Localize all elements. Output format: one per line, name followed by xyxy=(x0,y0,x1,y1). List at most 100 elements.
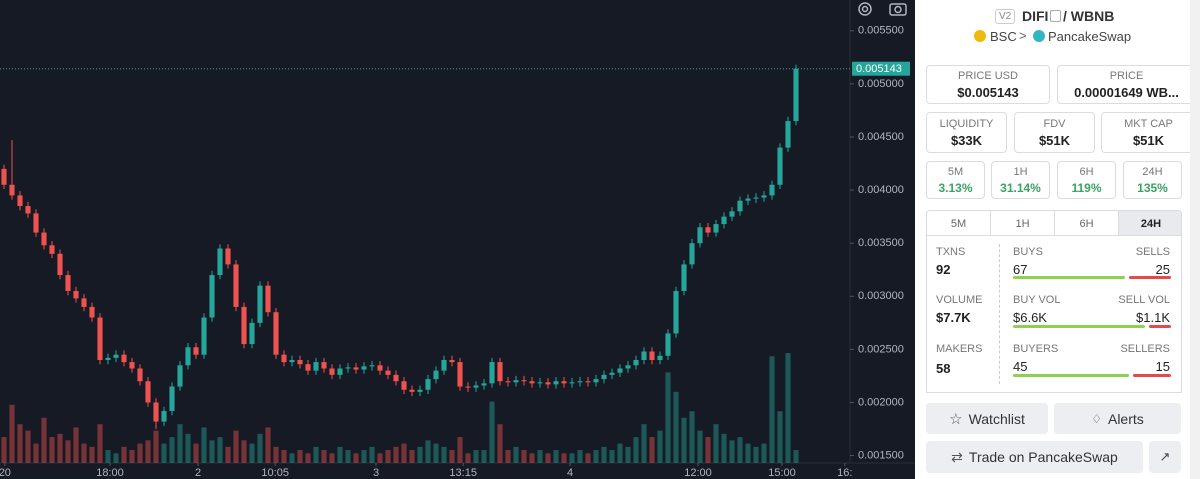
activity-box: TXNS 92 VOLUME $7.7K MAKERS 58 BUYS SELL… xyxy=(926,236,1182,393)
candle-body xyxy=(529,381,535,384)
volume-bar xyxy=(689,411,695,463)
copy-icon[interactable] xyxy=(1050,10,1061,22)
change-card: 5M 3.13% xyxy=(926,161,985,199)
candle-body xyxy=(81,298,87,307)
candle-body xyxy=(313,362,319,371)
price-chart: 0.005143 0.001500 0.002000 0.002500 0.00300… xyxy=(0,0,915,479)
stat-value: $51K xyxy=(1132,133,1165,148)
price-card: PRICE 0.00001649 WB... xyxy=(1057,65,1196,104)
volume-bar xyxy=(225,446,231,463)
volume-bar xyxy=(561,453,567,463)
trade-button[interactable]: ⇄ Trade on PancakeSwap xyxy=(926,441,1143,473)
buy-vol-title: BUY VOL xyxy=(1013,294,1061,306)
last-price-label: 0.005143 xyxy=(856,63,902,75)
change-card: 6H 119% xyxy=(1057,161,1116,199)
candle-body xyxy=(441,359,447,371)
pair-panel: V2 DIFI / WBNB BSC > PancakeSwap PRICE U… xyxy=(915,0,1200,479)
candle-body xyxy=(177,365,183,387)
stat-title: FDV xyxy=(1043,118,1066,130)
volume-bar xyxy=(305,453,311,463)
candle-body xyxy=(121,354,127,363)
candle-body xyxy=(785,121,791,148)
stat-title: PRICE USD xyxy=(958,70,1018,82)
candle-body xyxy=(329,368,335,375)
candle-body xyxy=(577,381,583,383)
volume-bar xyxy=(241,440,247,463)
volume-bar xyxy=(169,437,175,463)
volume-bar xyxy=(329,453,335,463)
volume-bar xyxy=(585,453,591,463)
version-badge: V2 xyxy=(995,9,1016,24)
candle-body xyxy=(457,362,463,387)
change-title: 1H xyxy=(1013,166,1028,178)
candle-body xyxy=(41,232,47,246)
volume-bar xyxy=(697,430,703,463)
volume-bar xyxy=(41,417,47,463)
candle-body xyxy=(25,206,31,214)
candle-body xyxy=(257,285,263,323)
candle-body xyxy=(153,402,159,422)
candle-body xyxy=(617,368,623,373)
column-separator xyxy=(999,244,1000,384)
volume-bar xyxy=(593,450,599,463)
volume-bar xyxy=(257,433,263,463)
x-tick-label: 4 xyxy=(567,467,573,479)
txns-title: TXNS xyxy=(936,246,966,258)
volume-bar xyxy=(209,440,215,463)
volume-bar xyxy=(769,356,775,463)
volume-bar xyxy=(289,453,295,463)
buy-ratio-bar xyxy=(1013,276,1126,279)
dex-name[interactable]: PancakeSwap xyxy=(1048,29,1132,44)
y-tick-label: 0.004500 xyxy=(858,131,904,143)
alerts-button[interactable]: ♢ Alerts xyxy=(1054,403,1181,434)
watchlist-button[interactable]: ☆ Watchlist xyxy=(926,403,1048,434)
candle-body xyxy=(49,245,55,254)
volume-bar xyxy=(49,437,55,463)
button-label: Alerts xyxy=(1107,410,1144,427)
candle-body xyxy=(169,386,175,411)
volume-bar xyxy=(393,446,399,463)
chain-name[interactable]: BSC xyxy=(990,29,1017,44)
volume-bar xyxy=(529,453,535,463)
sells-title: SELLS xyxy=(1135,246,1170,258)
buyers-title: BUYERS xyxy=(1013,343,1059,355)
volume-bar xyxy=(449,450,455,463)
candle-body xyxy=(105,357,111,360)
external-link-button[interactable]: ↗ xyxy=(1149,441,1181,473)
candle-body xyxy=(273,312,279,355)
timeframe-tab[interactable]: 6H xyxy=(1055,211,1119,235)
volume-title: VOLUME xyxy=(936,294,983,306)
volume-bar xyxy=(481,450,487,463)
candle-body xyxy=(793,68,799,122)
volume-bar xyxy=(729,440,735,463)
volume-bar xyxy=(201,427,207,463)
volume-bar xyxy=(337,446,343,463)
candle-body xyxy=(393,374,399,382)
timeframe-tab[interactable]: 1H xyxy=(991,211,1055,235)
timeframe-tab[interactable]: 5M xyxy=(927,211,991,235)
candle-body xyxy=(673,290,679,334)
volume-bar xyxy=(265,427,271,463)
volume-bar xyxy=(777,411,783,463)
buy-vol-value: $6.6K xyxy=(1013,310,1047,325)
timeframe-tab[interactable]: 24H xyxy=(1119,211,1181,235)
screenshot-icon[interactable] xyxy=(889,3,907,16)
candle-body xyxy=(489,362,495,384)
volume-bar xyxy=(425,440,431,463)
candle-body xyxy=(33,213,39,233)
candle-body xyxy=(17,195,23,207)
makers-value: 58 xyxy=(936,361,951,376)
settings-icon[interactable] xyxy=(858,2,872,16)
sell-ratio-bar xyxy=(1132,374,1171,377)
candle-body xyxy=(601,374,607,380)
change-card: 1H 31.14% xyxy=(991,161,1050,199)
volume-bar xyxy=(249,443,255,463)
stat-title: LIQUIDITY xyxy=(939,118,994,130)
candle-body xyxy=(569,382,575,384)
volume-bar xyxy=(785,353,791,463)
change-title: 6H xyxy=(1079,166,1094,178)
candle-body xyxy=(337,368,343,375)
sell-ratio-bar xyxy=(1129,276,1171,279)
sell-ratio-bar xyxy=(1149,325,1171,328)
buys-title: BUYS xyxy=(1013,246,1043,258)
